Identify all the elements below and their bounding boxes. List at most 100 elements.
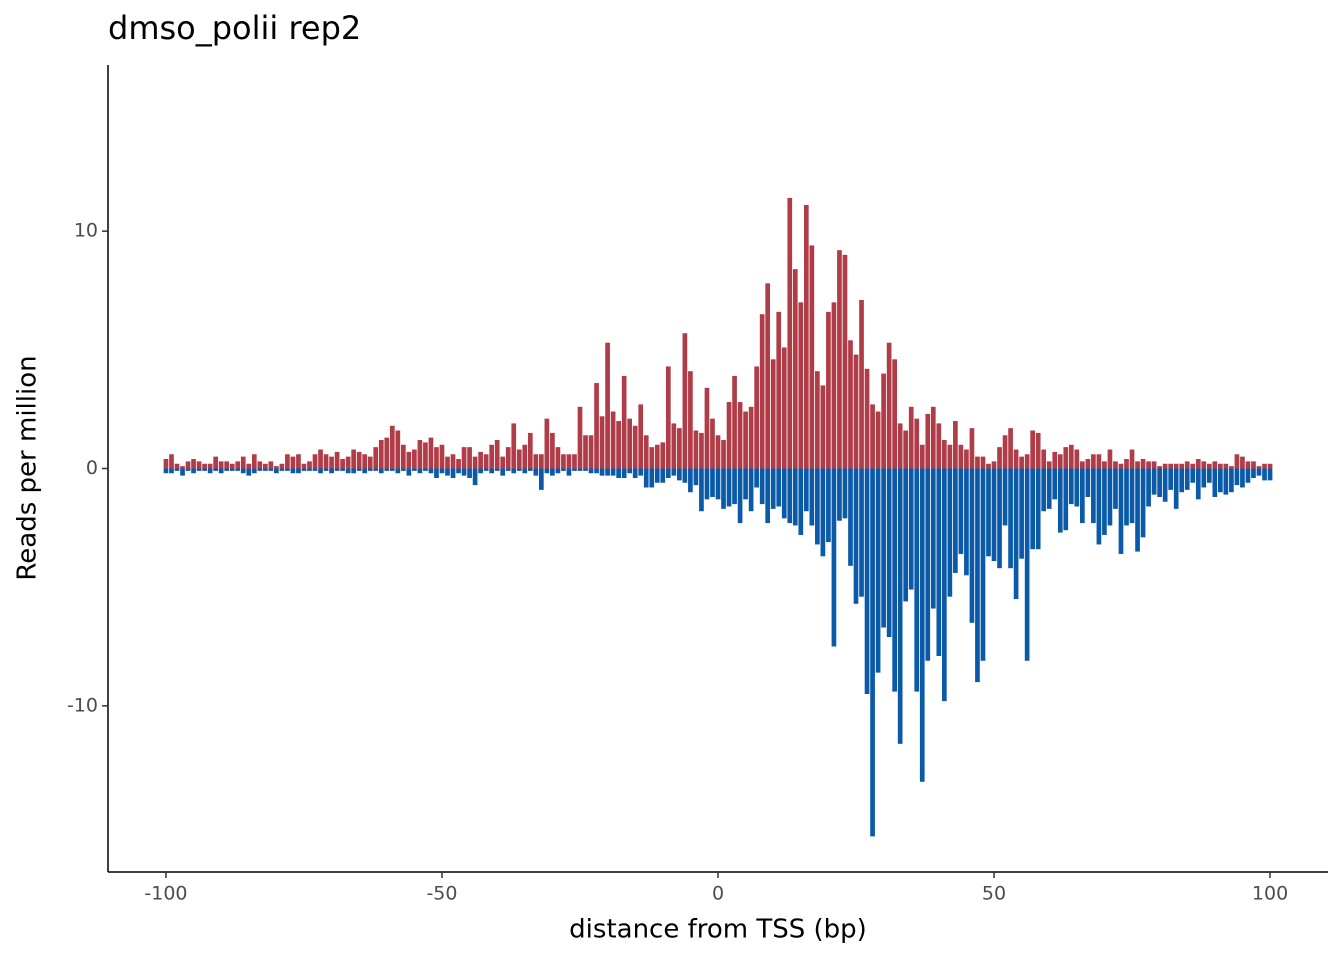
bar — [947, 444, 953, 469]
bar — [323, 454, 329, 469]
bar — [1240, 456, 1245, 469]
bar — [511, 468, 517, 474]
bar — [726, 402, 732, 469]
bar — [191, 459, 196, 469]
bar — [870, 468, 875, 837]
bar — [770, 468, 776, 509]
bar — [892, 359, 897, 469]
bar — [781, 347, 787, 469]
bar — [312, 454, 318, 469]
bar — [207, 463, 213, 469]
bar — [1173, 468, 1179, 509]
bar — [301, 468, 307, 471]
bar — [903, 430, 909, 469]
bar — [450, 468, 456, 478]
bar — [334, 451, 340, 469]
bar — [445, 456, 450, 469]
bar — [1146, 461, 1151, 469]
bar — [1173, 463, 1179, 469]
bar — [1008, 468, 1013, 569]
bar — [605, 468, 610, 476]
bar — [1218, 468, 1223, 493]
bar — [1206, 463, 1212, 469]
bar — [240, 456, 246, 469]
bar — [947, 468, 953, 597]
bar — [914, 468, 920, 692]
bar — [859, 468, 864, 597]
bar — [1063, 447, 1069, 469]
bar — [892, 468, 897, 692]
bar — [235, 461, 241, 469]
bar — [483, 468, 489, 471]
bar — [693, 430, 699, 469]
bar — [500, 456, 506, 469]
x-tick-label: 0 — [712, 883, 724, 905]
bar — [1091, 454, 1096, 469]
bar — [340, 468, 345, 471]
bar — [688, 371, 693, 469]
bar — [715, 468, 721, 500]
bar — [1107, 468, 1113, 526]
bar — [1113, 461, 1118, 469]
bar — [969, 468, 975, 623]
bar — [550, 468, 555, 476]
bar — [820, 468, 826, 557]
bar — [351, 449, 357, 469]
bar — [787, 197, 793, 469]
bar — [980, 468, 986, 661]
bar — [367, 456, 373, 469]
bar — [185, 468, 191, 471]
y-tick-label: 0 — [86, 457, 98, 479]
bar — [312, 468, 318, 471]
bar — [384, 437, 390, 469]
bar — [1057, 454, 1063, 469]
bar — [290, 456, 296, 469]
bar — [599, 416, 605, 469]
bar — [450, 454, 456, 469]
bar — [792, 269, 798, 469]
bar — [445, 468, 450, 476]
bar — [174, 463, 180, 469]
bar — [516, 468, 522, 471]
bar — [875, 468, 881, 673]
bar — [251, 468, 257, 474]
bar — [1052, 468, 1058, 500]
bar — [693, 468, 699, 486]
bar — [842, 254, 848, 469]
bar — [527, 468, 533, 471]
bar — [1218, 463, 1223, 469]
bar — [853, 354, 859, 469]
bar — [389, 425, 395, 469]
bar — [191, 468, 196, 474]
bar — [1190, 463, 1196, 469]
bar — [262, 463, 268, 469]
bar — [936, 468, 942, 657]
bar — [737, 468, 743, 524]
bar — [1168, 468, 1174, 490]
bar — [550, 432, 555, 469]
bar — [362, 454, 368, 469]
bar — [279, 468, 285, 471]
bar — [1157, 466, 1162, 469]
bar — [765, 468, 771, 524]
bar — [423, 442, 428, 469]
bar — [897, 423, 903, 469]
bar — [1030, 468, 1036, 550]
bar — [1251, 461, 1256, 469]
bar — [544, 468, 550, 474]
bar — [400, 468, 406, 471]
bar — [572, 468, 577, 471]
bar — [544, 418, 550, 469]
bar — [279, 463, 285, 469]
bar — [660, 468, 666, 483]
bar — [456, 459, 461, 469]
bar — [213, 456, 218, 469]
bar — [1002, 468, 1008, 526]
bar — [1041, 449, 1047, 469]
bar — [207, 468, 213, 474]
bar — [555, 447, 561, 469]
bar — [986, 463, 991, 469]
bar — [428, 437, 434, 469]
bar — [1074, 468, 1080, 507]
bar — [1063, 468, 1069, 531]
